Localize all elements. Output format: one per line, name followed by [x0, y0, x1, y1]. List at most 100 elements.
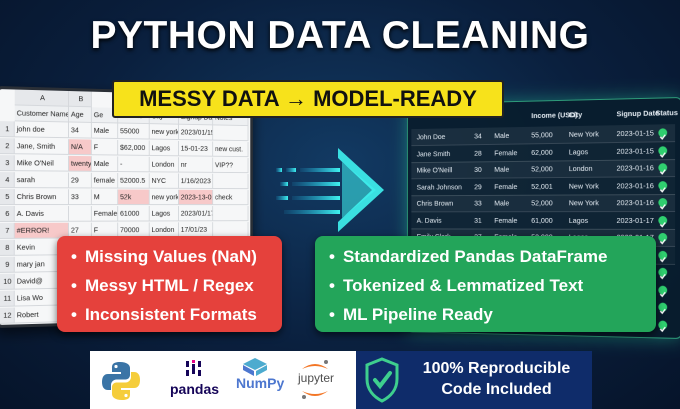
row-number: 9 — [0, 256, 15, 273]
cell: Lagos — [568, 146, 589, 156]
row-number: 8 — [0, 239, 15, 256]
solution-bullet: Tokenized & Lemmatized Text — [329, 271, 656, 300]
cell: NYC — [149, 173, 179, 189]
cell: 2023-01-15 — [616, 145, 654, 156]
check — [658, 324, 667, 333]
solution-bullet: ML Pipeline Ready — [329, 300, 656, 329]
cell: 2023/01/15 — [178, 124, 214, 141]
logo-strip: pandas NumPy jupyter — [90, 351, 356, 409]
cell: London — [568, 163, 593, 174]
empty-cell — [69, 206, 92, 222]
cell: 2023-01-17 — [616, 215, 654, 225]
cell: female — [91, 172, 119, 189]
title: PYTHON DATA CLEANING — [90, 14, 590, 57]
cell: Sarah Johnson — [416, 182, 462, 192]
cell: Mike O'Neill — [416, 165, 453, 175]
cell: 1/16/2023 — [178, 173, 214, 189]
cell: Mike O'Neil — [14, 155, 70, 172]
badge-line: 100% Reproducible — [422, 360, 571, 377]
cell: Female — [494, 181, 518, 191]
solution-bullet: Standardized Pandas DataFrame — [329, 242, 656, 271]
cell: 52,000 — [531, 164, 553, 174]
cell: Chris Brown — [14, 189, 70, 206]
cell: Female — [494, 215, 518, 225]
row-number: 11 — [0, 290, 15, 307]
numpy-label: NumPy — [236, 375, 285, 391]
cell: Lagos — [149, 140, 179, 157]
row-number: 2 — [0, 138, 15, 155]
row-number: 4 — [0, 172, 15, 189]
status-check — [658, 302, 667, 312]
cell: Jane Smith — [416, 148, 451, 158]
check — [658, 237, 667, 246]
column-header: City — [568, 110, 583, 120]
check — [658, 185, 667, 194]
arrow — [276, 148, 384, 232]
row-number: 10 — [0, 273, 15, 290]
cell: 28 — [474, 148, 482, 158]
cell: 33 — [69, 189, 92, 206]
cell: Lagos — [568, 215, 589, 225]
cell: nr — [178, 157, 214, 173]
cell: Male — [494, 164, 510, 174]
check — [658, 167, 667, 176]
check — [658, 132, 667, 141]
status-check — [658, 232, 667, 242]
cell: London — [149, 156, 179, 173]
cell: 52k — [118, 189, 150, 206]
column-header: Status — [655, 108, 678, 118]
problem-bullet: Missing Values (NaN) — [71, 242, 282, 271]
row-number: 1 — [0, 121, 15, 138]
cell: 61,000 — [531, 215, 553, 225]
cell: 15-01-23 — [178, 140, 214, 157]
cell: M — [91, 189, 119, 206]
cell: 30 — [474, 165, 482, 174]
python-logo — [102, 362, 140, 400]
row-number: 5 — [0, 189, 15, 206]
cell: 2023-01-16 — [616, 180, 654, 190]
solutions-box: Standardized Pandas DataFrameTokenized &… — [315, 236, 656, 332]
check — [658, 254, 667, 263]
check — [658, 289, 667, 298]
status-check — [658, 285, 667, 294]
status-check — [658, 145, 667, 155]
cell: 34 — [474, 131, 482, 141]
cell: 31 — [474, 215, 482, 225]
badge-text: 100% Reproducible Code Included — [404, 358, 589, 400]
cell: john doe — [14, 121, 70, 139]
cell: 61000 — [118, 206, 150, 222]
cell: New York — [568, 181, 599, 191]
cell: check — [213, 189, 249, 206]
jupyter-icon — [302, 360, 328, 399]
status-check — [658, 198, 667, 207]
cell: 52,001 — [531, 181, 553, 191]
cell: 55,000 — [531, 130, 553, 140]
cell: New York — [568, 129, 599, 139]
cell: Chris Brown — [416, 198, 454, 208]
jupyter-label: jupyter — [298, 371, 335, 385]
cell: - — [118, 156, 150, 173]
check — [658, 272, 667, 281]
cell: 34 — [69, 122, 92, 139]
cell: 2023-13-01 — [178, 189, 214, 206]
column-header: Customer Name — [14, 105, 70, 123]
cell: F — [91, 139, 119, 156]
cell: 29 — [69, 172, 92, 189]
cell: Male — [91, 156, 119, 173]
cell: 2023-01-16 — [616, 198, 654, 208]
cell: Female — [91, 206, 119, 222]
status-check — [658, 250, 667, 259]
row-number: 12 — [0, 307, 15, 324]
row-number: 3 — [0, 155, 15, 172]
cell: Lagos — [149, 206, 179, 222]
cell: Jane, Smith — [14, 138, 70, 155]
column-header: Signup Date — [616, 108, 660, 119]
cell: N/A — [69, 139, 92, 156]
cell: $62,000 — [118, 139, 150, 156]
empty-cell — [213, 173, 249, 190]
problem-bullet: Messy HTML / Regex — [71, 271, 282, 300]
cell: new york — [149, 124, 179, 140]
column-letter: A — [14, 89, 70, 107]
cell: 29 — [474, 182, 482, 191]
cell: Male — [494, 131, 510, 141]
